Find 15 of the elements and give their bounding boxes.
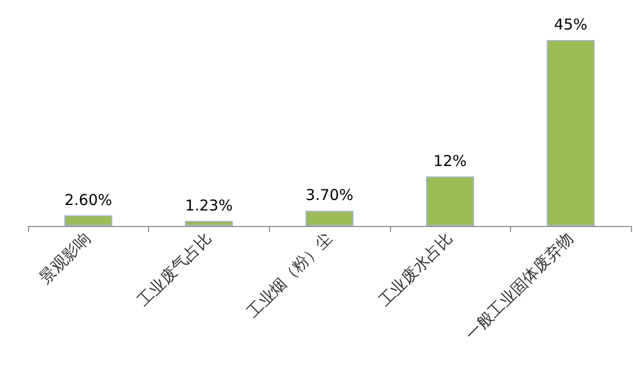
data-label: 2.60% bbox=[64, 190, 112, 209]
bar bbox=[546, 40, 595, 226]
x-tick-label: 景观影响 bbox=[37, 230, 94, 288]
x-tick-label: 工业烟（粉）尘 bbox=[244, 229, 336, 322]
bar bbox=[426, 176, 474, 226]
x-tick-label: 一般工业固体废弃物 bbox=[462, 229, 577, 344]
bar bbox=[64, 215, 112, 226]
bar bbox=[184, 220, 233, 226]
data-label: 3.70% bbox=[306, 186, 354, 204]
x-tick-label: 工业废水占比 bbox=[376, 229, 456, 310]
bar bbox=[306, 210, 354, 226]
data-label: 12% bbox=[433, 152, 467, 170]
data-label: 45% bbox=[554, 16, 588, 34]
data-label: 1.23% bbox=[185, 196, 233, 214]
x-tick-label: 工业废气占比 bbox=[134, 229, 215, 310]
